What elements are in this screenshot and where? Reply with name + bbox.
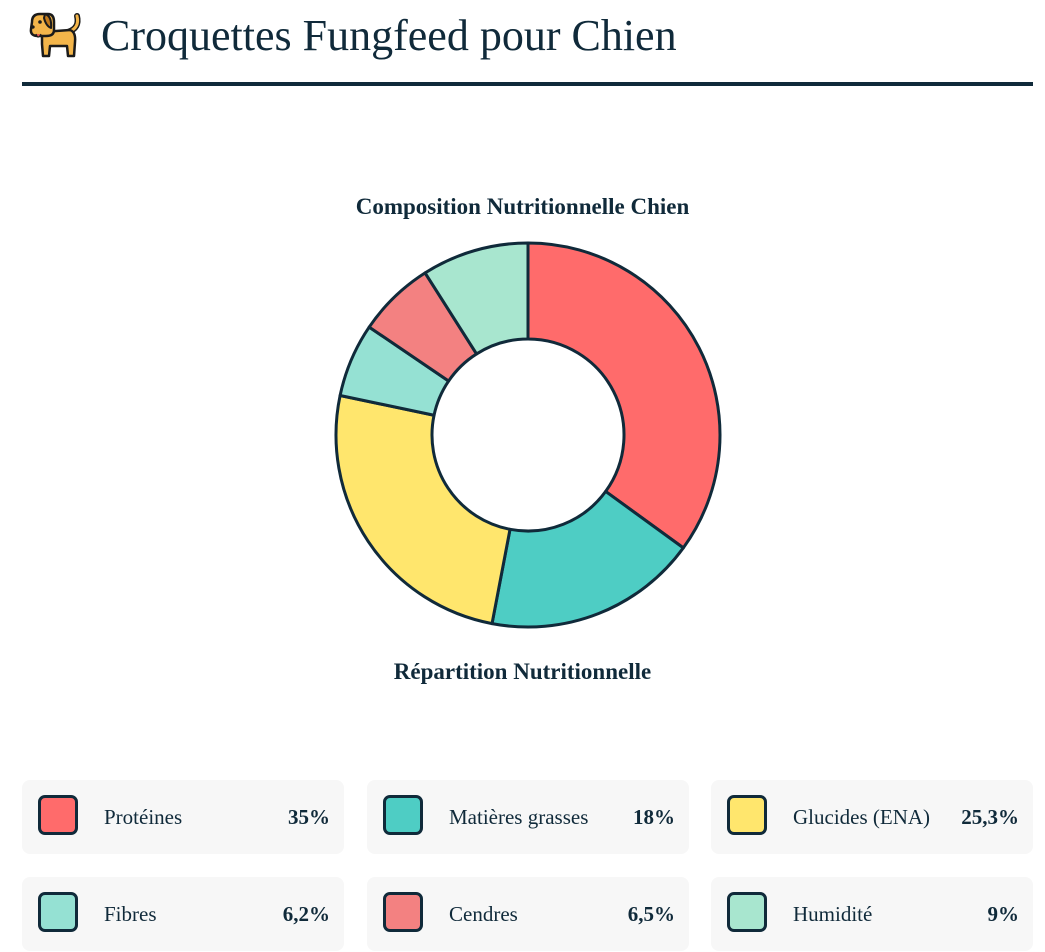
legend-value: 9% [987,902,1020,926]
legend-label: Matières grasses [449,805,589,829]
page-title: Croquettes Fungfeed pour Chien [101,11,677,60]
legend-label: Glucides (ENA) [793,805,931,829]
donut-slice-matieres-grasses [490,489,685,629]
legend-label: Cendres [449,902,518,926]
legend-value: 25,3% [961,805,1019,829]
donut-chart [334,241,722,629]
legend-swatch [727,892,767,932]
legend-value: 18% [633,805,675,829]
legend-value: 6,5% [627,902,675,926]
chart-subtitle: Répartition Nutritionnelle [393,659,652,684]
legend-value: 6,2% [282,902,330,926]
legend-item-matieres-grasses: Matières grasses 18% [367,780,689,854]
legend-item-glucides: Glucides (ENA) 25,3% [711,780,1033,854]
legend-item-humidite: Humidité 9% [711,877,1033,951]
legend-label: Protéines [104,805,183,829]
legend-swatch [38,795,78,835]
dog-icon [29,12,81,58]
legend-item-proteines: Protéines 35% [22,780,344,854]
chart-title: Composition Nutritionnelle Chien [355,194,690,219]
donut-slice-humidite [423,241,530,356]
legend-value: 35% [288,805,330,829]
legend-swatch [383,795,423,835]
legend-swatch [727,795,767,835]
legend-item-fibres: Fibres 6,2% [22,877,344,951]
donut-slice-glucides-ena [334,393,512,626]
page-header: Croquettes Fungfeed pour Chien [22,0,1033,86]
legend-label: Humidité [793,902,873,926]
legend-item-cendres: Cendres 6,5% [367,877,689,951]
donut-slice-proteines [526,241,722,550]
legend-swatch [38,892,78,932]
legend-swatch [383,892,423,932]
legend-label: Fibres [104,902,157,926]
